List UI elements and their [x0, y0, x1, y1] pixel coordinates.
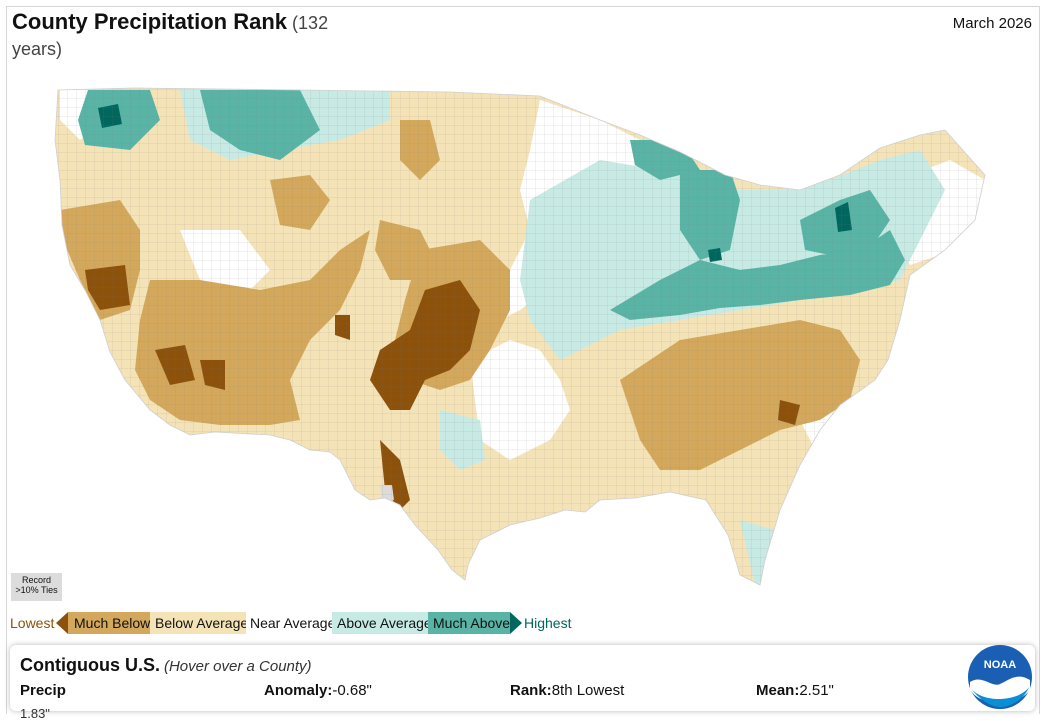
legend-below-average: Below Average — [150, 612, 246, 634]
precip-value: 1.83" — [20, 706, 50, 721]
hover-hint: (Hover over a County) — [163, 658, 312, 675]
mean-value: 2.51" — [799, 682, 834, 699]
rank-label: Rank: — [510, 682, 552, 699]
legend-above-average: Above Average — [332, 612, 428, 634]
region-name: Contiguous U.S. — [20, 655, 160, 675]
ties-legend-box: Record >10% Ties — [11, 573, 62, 601]
anomaly-value: -0.68" — [332, 682, 372, 699]
rank-value: 8th Lowest — [551, 682, 625, 699]
noaa-logo-icon: NOAA — [968, 645, 1032, 709]
legend-much-above: Much Above — [428, 612, 510, 634]
mean-label: Mean: — [756, 682, 800, 699]
legend-arrow-left-icon — [56, 612, 68, 634]
rank-stat: Rank:8th Lowest — [510, 682, 624, 699]
precip-label: Precip — [20, 682, 66, 699]
mean-stat: Mean:2.51" — [756, 682, 834, 699]
anomaly-stat: Anomaly:-0.68" — [264, 682, 372, 699]
noaa-logo-text: NOAA — [984, 659, 1016, 671]
info-region-title: Contiguous U.S. (Hover over a County) — [20, 655, 312, 676]
county-borders — [55, 88, 985, 585]
date-label: March 2026 — [952, 15, 1032, 32]
legend-near-average: Near Average — [246, 612, 332, 634]
anomaly-label: Anomaly: — [264, 682, 333, 699]
legend-lowest: Lowest — [10, 615, 55, 631]
legend-highest: Highest — [524, 615, 572, 631]
us-outline — [54, 87, 986, 586]
title-main: County Precipitation Rank — [12, 9, 288, 34]
us-county-map[interactable] — [40, 80, 1000, 600]
info-panel: Contiguous U.S. (Hover over a County) Pre… — [10, 645, 1035, 721]
page-title: County Precipitation Rank (132 years) — [12, 9, 372, 63]
legend-arrow-right-icon — [510, 612, 522, 634]
title-sub: (132 years) — [12, 13, 329, 59]
legend-much-below: Much Below — [68, 612, 150, 634]
